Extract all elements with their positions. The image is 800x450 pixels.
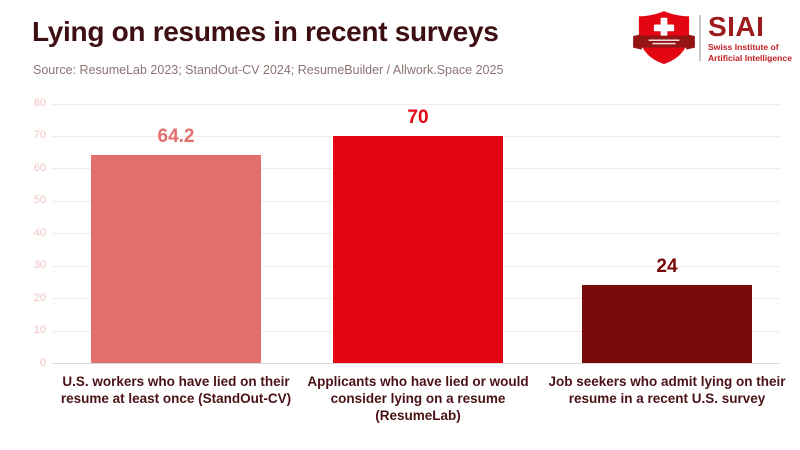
swiss-shield-icon <box>633 10 695 65</box>
x-axis-label: U.S. workers who have lied on their resu… <box>60 374 292 406</box>
x-axis-label: Job seekers who admit lying on their res… <box>548 374 786 406</box>
siai-wordmark: SIAI <box>707 11 765 43</box>
y-tick-label: 40 <box>33 226 46 239</box>
source-caption: Source: ResumeLab 2023; StandOut-CV 2024… <box>33 63 504 77</box>
x-axis-label: Applicants who have lied or would consid… <box>307 374 529 423</box>
y-tick-label: 80 <box>33 97 46 109</box>
bar <box>91 154 261 363</box>
y-tick-label: 0 <box>39 356 46 369</box>
bar-value-label: 64.2 <box>157 125 195 147</box>
siai-logo: SIAI Swiss Institute of Artificial Intel… <box>633 10 792 66</box>
y-tick-label: 70 <box>33 129 46 142</box>
y-tick-label: 50 <box>33 194 46 207</box>
bar <box>333 135 503 363</box>
gridline <box>52 103 780 105</box>
y-tick-label: 60 <box>33 161 46 174</box>
chart-title: Lying on resumes in recent surveys <box>32 16 499 47</box>
y-tick-label: 30 <box>33 259 46 272</box>
siai-subtitle-line2: Artificial Intelligence <box>707 53 792 63</box>
bar-chart: 0 10 20 30 40 50 60 70 80 64.2 U.S. workers who ha… <box>0 95 800 450</box>
siai-subtitle-line1: Swiss Institute of <box>707 42 779 53</box>
logo-divider <box>698 15 701 61</box>
y-tick-label: 20 <box>33 291 46 304</box>
bar <box>582 285 752 363</box>
y-tick-label: 10 <box>33 324 46 337</box>
bar-value-label: 70 <box>407 106 429 128</box>
bar-value-label: 24 <box>656 256 678 278</box>
gridline <box>52 363 780 364</box>
